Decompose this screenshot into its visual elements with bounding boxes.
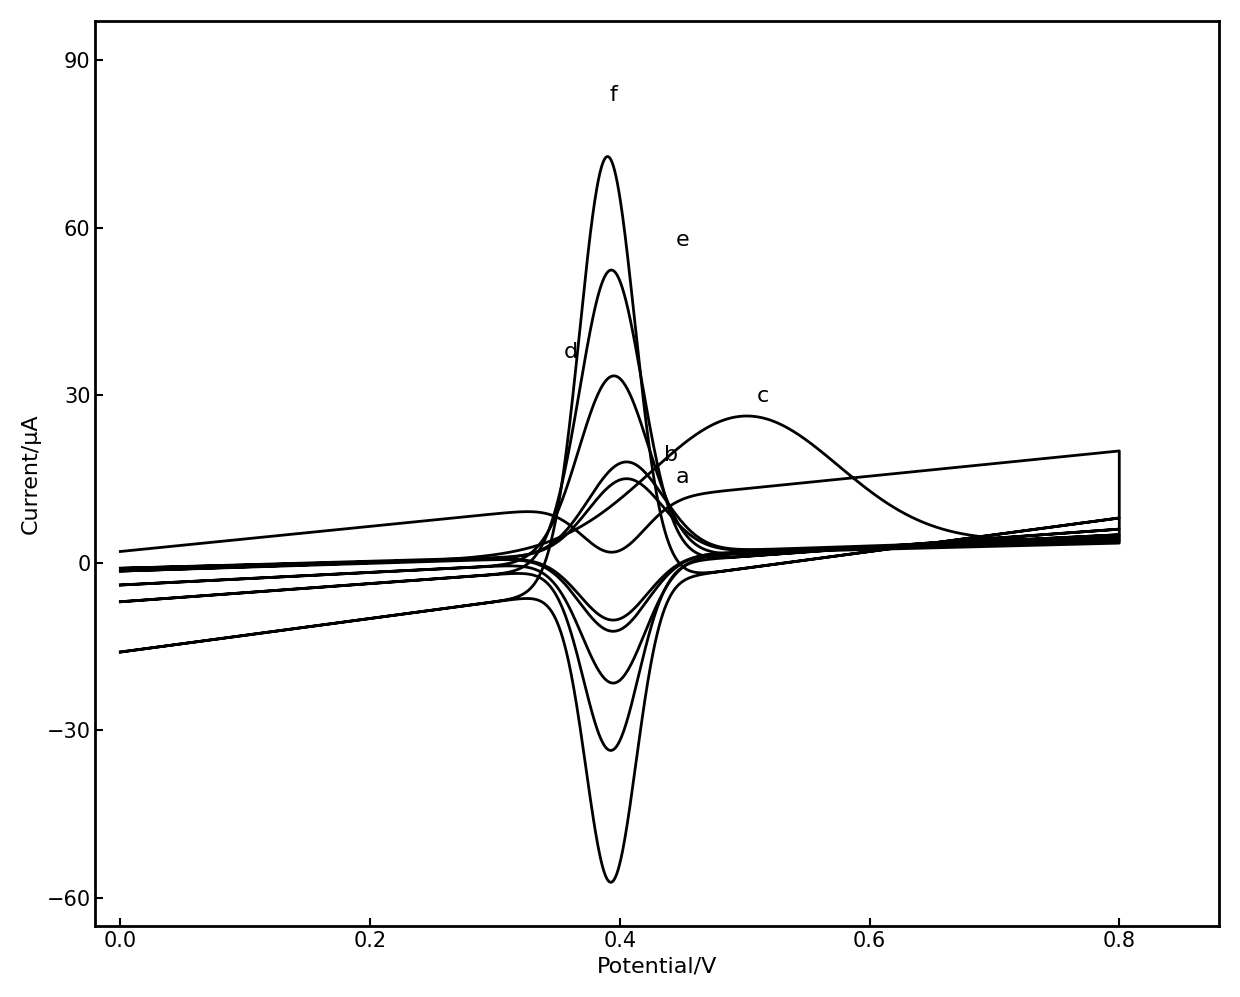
Text: e: e bbox=[676, 230, 689, 250]
Text: b: b bbox=[663, 445, 677, 465]
Text: a: a bbox=[676, 468, 689, 488]
X-axis label: Potential/V: Potential/V bbox=[598, 956, 718, 976]
Text: f: f bbox=[610, 85, 618, 105]
Y-axis label: Current/μA: Current/μA bbox=[21, 413, 41, 533]
Text: d: d bbox=[564, 342, 578, 362]
Text: c: c bbox=[758, 386, 769, 406]
